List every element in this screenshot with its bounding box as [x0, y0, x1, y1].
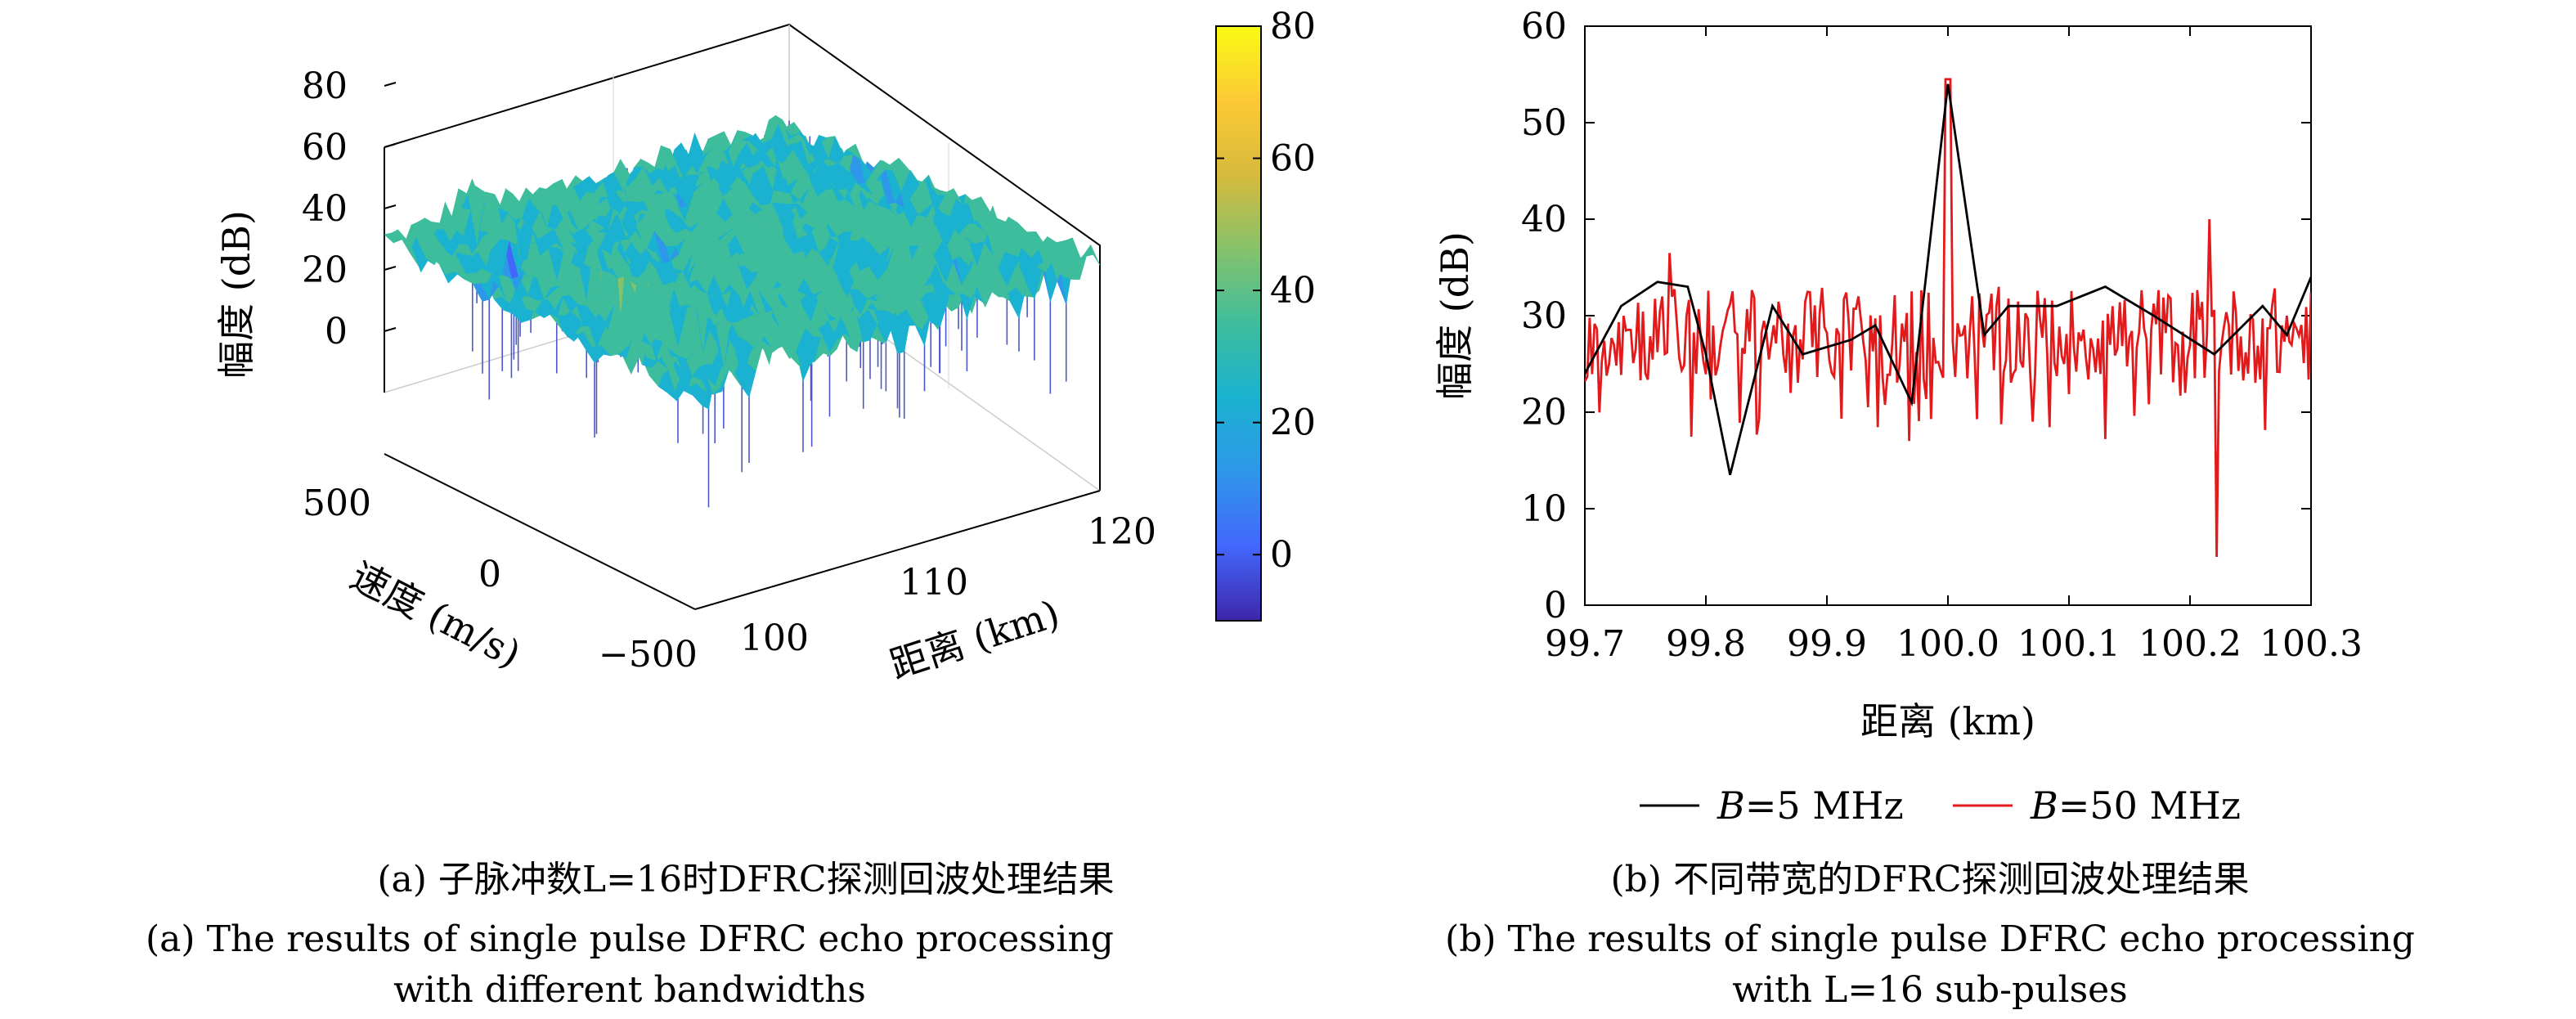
box-floor-front-right — [694, 490, 1101, 610]
z-tick-mark — [384, 266, 397, 271]
y-tick-label: 0 — [1544, 585, 1567, 626]
y-tick-0: 0 — [478, 554, 501, 595]
axis-ticks: 99.7 99.8 99.9 100.0 100.1 100.2 100.3 0 10 20 30 4… — [1521, 6, 2363, 665]
colorbar-tick-label: 80 — [1270, 6, 1316, 47]
box-floor-front-left — [384, 453, 696, 610]
y-tick-label: 20 — [1521, 392, 1567, 433]
x-tick-label: 100.0 — [1896, 623, 1999, 665]
legend-label-5mhz: B=5 MHz — [1717, 783, 1904, 828]
series-line-50mhz — [1585, 78, 2311, 558]
colorbar — [1215, 25, 1262, 622]
box-back-edges — [384, 23, 1101, 491]
x-tick-label: 99.7 — [1545, 623, 1625, 665]
series-line-5mhz — [1585, 83, 2311, 476]
y-tick-minus500: −500 — [599, 634, 698, 676]
y-tick-label: 10 — [1521, 488, 1567, 530]
x-tick-label: 99.9 — [1787, 623, 1867, 665]
surface-patch — [384, 232, 401, 244]
z-axis-label: 幅度 (dB) — [214, 210, 258, 379]
z-tick-label: 80 — [302, 65, 348, 107]
y-tick-label: 30 — [1521, 295, 1567, 337]
z-tick-mark — [384, 204, 397, 209]
legend-label-50mhz: B=50 MHz — [2030, 783, 2241, 828]
y-tick-500: 500 — [303, 483, 371, 524]
y-tick-label: 50 — [1521, 102, 1567, 144]
caption-a-en-line2: with different bandwidths — [393, 969, 866, 1011]
z-tick-label: 40 — [302, 188, 348, 230]
colorbar-tick-label: 40 — [1270, 270, 1316, 312]
x-tick-label: 100.2 — [2138, 623, 2242, 665]
y-tick-label: 40 — [1521, 199, 1567, 240]
y-tick-label: 60 — [1521, 6, 1567, 47]
panel-b: 99.7 99.8 99.9 100.0 100.1 100.2 100.3 0 10 20 30 4… — [1433, 6, 2363, 828]
z-tick-label: 60 — [302, 127, 348, 168]
x-tick-120: 120 — [1088, 511, 1156, 553]
caption-a-cn: (a) 子脉冲数L=16时DFRC探测回波处理结果 — [377, 859, 1114, 900]
caption-b-en-line2: with L=16 sub-pulses — [1732, 969, 2128, 1011]
z-axis-ticks: 0 20 40 60 80 — [302, 65, 397, 352]
colorbar-tick-label: 20 — [1270, 402, 1316, 444]
x-tick-110: 110 — [900, 562, 968, 604]
x-tick-label: 100.1 — [2017, 623, 2120, 665]
caption-a-en-line1: (a) The results of single pulse DFRC ech… — [146, 918, 1114, 960]
x-tick-label: 100.3 — [2260, 623, 2363, 665]
z-tick-label: 0 — [325, 311, 348, 352]
x-tick-label: 99.8 — [1666, 623, 1746, 665]
panel-a: 0 20 40 60 80 500 0 −500 100 110 120 幅度 (dB)… — [214, 6, 1316, 687]
z-tick-label: 20 — [302, 249, 348, 291]
x-tick-100: 100 — [740, 617, 809, 659]
caption-b-cn: (b) 不同带宽的DFRC探测回波处理结果 — [1610, 859, 2249, 900]
z-tick-mark — [384, 327, 397, 332]
colorbar-tick-label: 60 — [1270, 138, 1316, 180]
legend: B=5 MHz B=50 MHz — [1640, 783, 2241, 828]
colorbar-ticks: 0 20 40 60 80 — [1216, 6, 1316, 576]
z-tick-mark — [384, 143, 397, 148]
y-axis-label-b: 幅度 (dB) — [1433, 231, 1477, 400]
x-axis-label-b: 距离 (km) — [1860, 699, 2035, 743]
caption-b-en-line1: (b) The results of single pulse DFRC ech… — [1445, 918, 2415, 960]
x-axis-label: 距离 (km) — [885, 591, 1065, 687]
colorbar-tick-label: 0 — [1270, 534, 1293, 576]
z-tick-mark — [384, 82, 397, 87]
surface-plot — [384, 114, 1101, 508]
